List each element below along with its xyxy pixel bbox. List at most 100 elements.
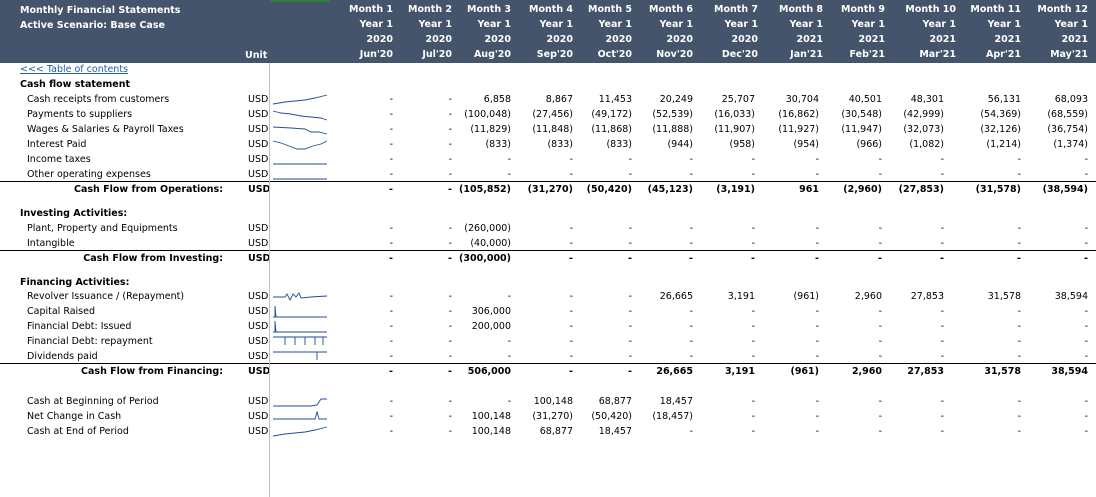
month-header-5[interactable]: Month 5 Year 1 2020 Oct'20 <box>574 2 632 62</box>
value-cell[interactable]: - <box>940 253 944 264</box>
value-cell[interactable]: (36,754) <box>1047 124 1088 135</box>
value-cell[interactable]: 27,853 <box>907 366 944 377</box>
value-cell[interactable]: - <box>815 426 819 437</box>
value-cell[interactable]: - <box>569 366 573 377</box>
value-cell[interactable]: 100,148 <box>533 396 573 407</box>
value-cell[interactable]: - <box>569 291 573 302</box>
month-header-11[interactable]: Month 11 Year 1 2021 Apr'21 <box>963 2 1021 62</box>
value-cell[interactable]: - <box>1017 426 1021 437</box>
value-cell[interactable]: - <box>448 169 452 180</box>
value-cell[interactable]: - <box>1084 351 1088 362</box>
unit-cell[interactable]: USD <box>248 223 269 234</box>
value-cell[interactable]: - <box>448 109 452 120</box>
month-header-8[interactable]: Month 8 Year 1 2021 Jan'21 <box>765 2 823 62</box>
value-cell[interactable]: - <box>448 139 452 150</box>
value-cell[interactable]: - <box>1017 253 1021 264</box>
value-cell[interactable]: - <box>815 411 819 422</box>
value-cell[interactable]: - <box>448 253 452 264</box>
value-cell[interactable]: - <box>628 223 632 234</box>
value-cell[interactable]: - <box>448 396 452 407</box>
value-cell[interactable]: 100,148 <box>471 426 511 437</box>
value-cell[interactable]: 31,578 <box>984 366 1021 377</box>
row-label[interactable]: Financial Debt: Issued <box>27 321 132 332</box>
value-cell[interactable]: - <box>751 253 755 264</box>
value-cell[interactable]: - <box>569 351 573 362</box>
month-header-3[interactable]: Month 3 Year 1 2020 Aug'20 <box>453 2 511 62</box>
value-cell[interactable]: (944) <box>667 139 693 150</box>
value-cell[interactable]: 2,960 <box>851 366 882 377</box>
value-cell[interactable]: 18,457 <box>598 426 632 437</box>
value-cell[interactable]: (38,594) <box>1042 184 1088 195</box>
value-cell[interactable]: - <box>878 411 882 422</box>
value-cell[interactable]: (18,457) <box>652 411 693 422</box>
unit-cell[interactable]: USD <box>248 238 269 249</box>
value-cell[interactable]: - <box>569 321 573 332</box>
value-cell[interactable]: - <box>815 336 819 347</box>
value-cell[interactable]: (11,868) <box>591 124 632 135</box>
value-cell[interactable]: - <box>389 223 393 234</box>
value-cell[interactable]: - <box>628 306 632 317</box>
value-cell[interactable]: - <box>1017 223 1021 234</box>
value-cell[interactable]: - <box>389 184 393 195</box>
value-cell[interactable]: (16,862) <box>778 109 819 120</box>
value-cell[interactable]: - <box>389 169 393 180</box>
value-cell[interactable]: (68,559) <box>1047 109 1088 120</box>
value-cell[interactable]: - <box>751 223 755 234</box>
value-cell[interactable]: (32,126) <box>980 124 1021 135</box>
value-cell[interactable]: 26,665 <box>656 366 693 377</box>
value-cell[interactable]: - <box>389 238 393 249</box>
value-cell[interactable]: - <box>1017 351 1021 362</box>
value-cell[interactable]: - <box>878 426 882 437</box>
value-cell[interactable]: 56,131 <box>987 94 1021 105</box>
value-cell[interactable]: (100,048) <box>464 109 511 120</box>
value-cell[interactable]: - <box>569 253 573 264</box>
value-cell[interactable]: - <box>940 306 944 317</box>
value-cell[interactable]: - <box>389 426 393 437</box>
value-cell[interactable]: - <box>507 154 511 165</box>
value-cell[interactable]: - <box>815 154 819 165</box>
value-cell[interactable]: - <box>628 291 632 302</box>
value-cell[interactable]: (40,000) <box>470 238 511 249</box>
unit-cell[interactable]: USD <box>248 366 271 377</box>
value-cell[interactable]: (30,548) <box>841 109 882 120</box>
value-cell[interactable]: - <box>628 351 632 362</box>
value-cell[interactable]: - <box>815 169 819 180</box>
value-cell[interactable]: - <box>940 154 944 165</box>
value-cell[interactable]: 20,249 <box>659 94 693 105</box>
unit-cell[interactable]: USD <box>248 351 269 362</box>
row-label[interactable]: Cash Flow from Financing: <box>81 366 223 377</box>
row-label[interactable]: Revolver Issuance / (Repayment) <box>27 291 185 302</box>
row-label[interactable]: Capital Raised <box>27 306 96 317</box>
value-cell[interactable]: - <box>448 366 452 377</box>
value-cell[interactable]: - <box>628 238 632 249</box>
value-cell[interactable]: - <box>1084 306 1088 317</box>
value-cell[interactable]: 100,148 <box>471 411 511 422</box>
value-cell[interactable]: (27,853) <box>898 184 944 195</box>
unit-cell[interactable]: USD <box>248 253 271 264</box>
value-cell[interactable]: (45,123) <box>647 184 693 195</box>
value-cell[interactable]: - <box>940 336 944 347</box>
value-cell[interactable]: (11,848) <box>532 124 573 135</box>
row-label[interactable]: Plant, Property and Equipments <box>27 223 178 234</box>
value-cell[interactable]: - <box>689 253 693 264</box>
value-cell[interactable]: 306,000 <box>471 306 511 317</box>
value-cell[interactable]: - <box>628 336 632 347</box>
value-cell[interactable]: (833) <box>606 139 632 150</box>
value-cell[interactable]: 30,704 <box>785 94 819 105</box>
month-header-7[interactable]: Month 7 Year 1 2020 Dec'20 <box>700 2 758 62</box>
value-cell[interactable]: - <box>940 238 944 249</box>
value-cell[interactable]: - <box>815 321 819 332</box>
value-cell[interactable]: (31,270) <box>532 411 573 422</box>
value-cell[interactable]: - <box>448 426 452 437</box>
value-cell[interactable]: - <box>389 154 393 165</box>
value-cell[interactable]: - <box>1084 426 1088 437</box>
row-label[interactable]: Investing Activities: <box>20 208 128 219</box>
row-label[interactable]: Net Change in Cash <box>27 411 122 422</box>
value-cell[interactable]: - <box>1017 396 1021 407</box>
value-cell[interactable]: (49,172) <box>591 109 632 120</box>
value-cell[interactable]: - <box>507 336 511 347</box>
value-cell[interactable]: (50,420) <box>591 411 632 422</box>
value-cell[interactable]: - <box>1084 253 1088 264</box>
value-cell[interactable]: 68,093 <box>1054 94 1088 105</box>
value-cell[interactable]: - <box>815 238 819 249</box>
